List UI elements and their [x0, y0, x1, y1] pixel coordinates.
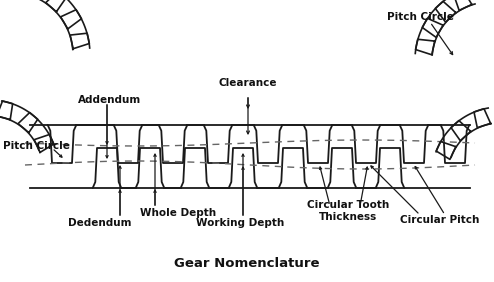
Text: Gear Nomenclature: Gear Nomenclature [174, 257, 320, 270]
Text: Whole Depth: Whole Depth [140, 208, 216, 218]
Text: Working Depth: Working Depth [196, 218, 284, 228]
Text: Clearance: Clearance [219, 78, 277, 88]
Text: Circular Tooth
Thickness: Circular Tooth Thickness [307, 200, 389, 222]
Text: Pitch Circle: Pitch Circle [387, 12, 453, 22]
Text: Dedendum: Dedendum [68, 218, 132, 228]
Text: Pitch Circle: Pitch Circle [3, 141, 70, 151]
Text: Addendum: Addendum [78, 95, 141, 105]
Text: Circular Pitch: Circular Pitch [400, 215, 480, 225]
